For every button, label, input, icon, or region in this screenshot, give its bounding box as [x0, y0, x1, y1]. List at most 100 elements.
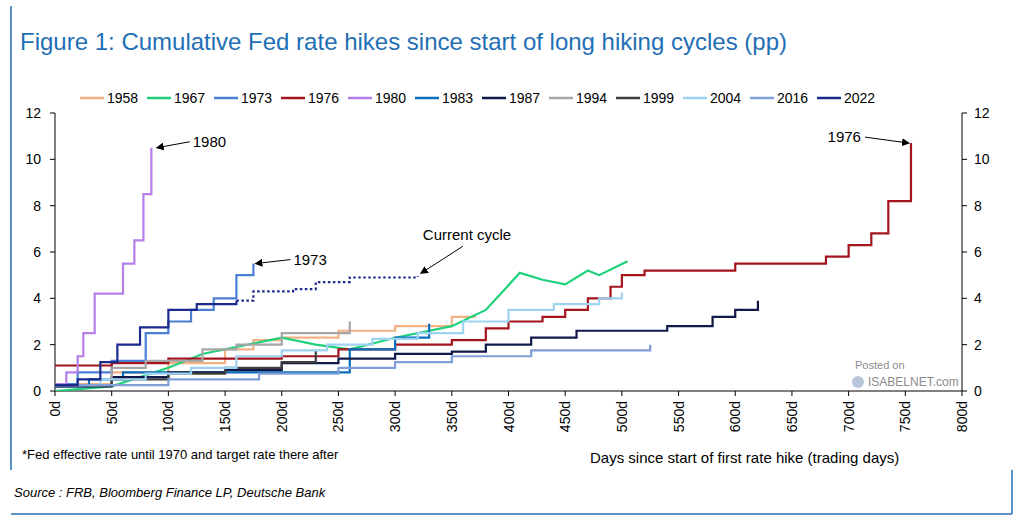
y-tick-label: 8	[33, 198, 41, 214]
x-tick	[962, 391, 963, 396]
x-tick	[111, 391, 112, 396]
series-line	[55, 322, 350, 386]
y-tick-label: 6	[33, 244, 41, 260]
y-tick-label: 10	[25, 151, 41, 167]
y2-tick-label: 10	[974, 151, 990, 167]
y2-tick-label: 8	[974, 198, 982, 214]
x-tick	[508, 391, 509, 396]
annotation: 1973	[293, 251, 326, 268]
y2-tick-label: 6	[974, 244, 982, 260]
x-tick-label: 750d	[897, 401, 913, 432]
y-tick	[50, 205, 55, 206]
legend-label: 1999	[643, 90, 674, 106]
legend-swatch	[616, 97, 640, 100]
y-tick-label: 4	[33, 290, 41, 306]
series-line	[55, 148, 151, 384]
y-tick-label: 12	[25, 105, 41, 121]
y2-tick-label: 2	[974, 337, 982, 353]
legend-label: 2022	[844, 90, 875, 106]
x-tick-label: 50d	[104, 401, 120, 424]
y-tick	[50, 298, 55, 299]
legend-label: 1980	[375, 90, 406, 106]
y2-tick	[962, 344, 967, 345]
legend-label: 1994	[576, 90, 607, 106]
title: Figure 1: Cumulative Fed rate hikes sinc…	[20, 28, 787, 55]
x-axis-title: Days since start of first rate hike (tra…	[590, 449, 899, 466]
annotation-arrow	[157, 142, 190, 148]
series-line	[55, 143, 911, 365]
y-tick	[50, 252, 55, 253]
y-tick	[50, 159, 55, 160]
legend-swatch	[281, 97, 305, 100]
annotation-arrow	[421, 246, 463, 273]
legend-swatch	[415, 97, 439, 100]
y-tick-label: 2	[33, 337, 41, 353]
x-tick	[678, 391, 679, 396]
watermark-icon	[852, 376, 864, 388]
x-tick	[565, 391, 566, 396]
annotation-arrow	[255, 260, 290, 264]
x-tick-label: 400d	[501, 401, 517, 432]
legend-swatch	[147, 97, 171, 100]
legend-swatch	[750, 97, 774, 100]
legend-label: 2016	[777, 90, 808, 106]
x-tick-label: 700d	[841, 401, 857, 432]
legend-swatch	[80, 97, 104, 100]
x-tick	[848, 391, 849, 396]
y2-tick	[962, 391, 967, 392]
x-tick-label: 250d	[330, 401, 346, 432]
legend-swatch	[214, 97, 238, 100]
y2-tick	[962, 113, 967, 114]
y2-tick	[962, 159, 967, 160]
watermark: ISABELNET.com	[868, 375, 959, 389]
x-tick-label: 650d	[784, 401, 800, 432]
footnote: *Fed effective rate until 1970 and targe…	[22, 447, 339, 462]
y2-tick	[962, 205, 967, 206]
x-tick-label: 200d	[274, 401, 290, 432]
y-tick	[50, 344, 55, 345]
x-tick-label: 350d	[444, 401, 460, 432]
x-tick-label: 300d	[387, 401, 403, 432]
plot-area	[55, 143, 911, 391]
x-tick-label: 800d	[954, 401, 970, 432]
x-tick	[735, 391, 736, 396]
frame-line	[10, 6, 12, 470]
series-line	[55, 261, 628, 391]
source: Source : FRB, Bloomberg Finance LP, Deut…	[14, 485, 327, 500]
x-tick	[281, 391, 282, 396]
x-tick	[55, 391, 56, 396]
legend-swatch	[482, 97, 506, 100]
frame-line	[1011, 470, 1013, 514]
y2-tick-label: 4	[974, 290, 982, 306]
series-line	[236, 276, 417, 300]
x-tick-label: 550d	[671, 401, 687, 432]
y-tick	[50, 391, 55, 392]
x-tick-label: 500d	[614, 401, 630, 432]
x-tick-label: 0d	[47, 401, 63, 417]
legend-swatch	[683, 97, 707, 100]
x-tick-label: 100d	[160, 401, 176, 432]
x-tick-label: 150d	[217, 401, 233, 432]
legend-label: 1958	[107, 90, 138, 106]
y2-tick-label: 0	[974, 383, 982, 399]
x-tick	[621, 391, 622, 396]
annotation: Current cycle	[423, 226, 511, 243]
legend-label: 1967	[174, 90, 205, 106]
legend-label: 2004	[710, 90, 741, 106]
legend-label: 1983	[442, 90, 473, 106]
legend-label: 1976	[308, 90, 339, 106]
y-tick-label: 0	[33, 383, 41, 399]
x-tick	[905, 391, 906, 396]
series-line	[55, 301, 236, 386]
x-tick	[395, 391, 396, 396]
x-tick-label: 600d	[727, 401, 743, 432]
legend-label: 1973	[241, 90, 272, 106]
annotation: 1976	[828, 128, 861, 145]
annotation: 1980	[193, 133, 226, 150]
y2-tick-label: 12	[974, 105, 990, 121]
x-tick	[225, 391, 226, 396]
series-line	[55, 345, 650, 386]
legend-swatch	[348, 97, 372, 100]
y2-tick	[962, 298, 967, 299]
x-tick-label: 450d	[557, 401, 573, 432]
